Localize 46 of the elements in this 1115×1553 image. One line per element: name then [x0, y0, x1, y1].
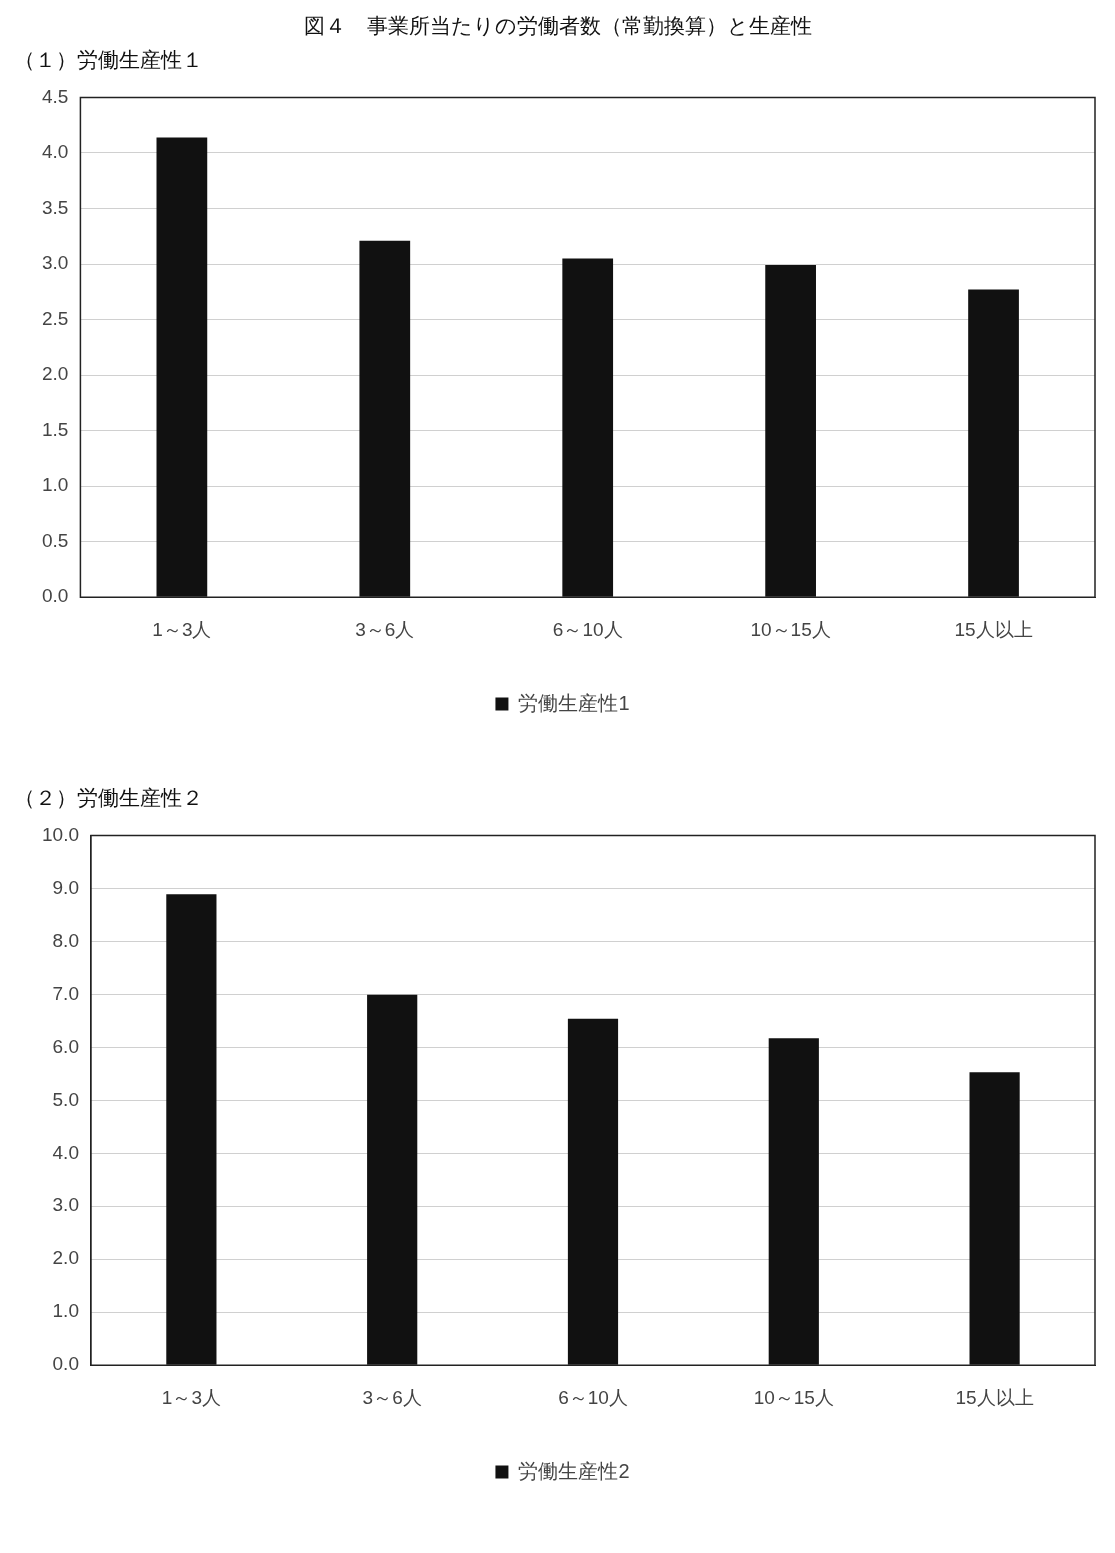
bar	[567, 1018, 619, 1365]
bar	[768, 1038, 819, 1365]
y-tick-label: 3.0	[52, 1194, 79, 1216]
chart-title: （２）労働生産性２	[14, 785, 204, 812]
legend-label: 労働生産性2	[518, 1459, 630, 1482]
y-tick-label: 0.5	[41, 529, 69, 551]
x-tick-label: 6～10人	[552, 618, 623, 640]
bar	[562, 258, 614, 597]
x-tick-label: 10～15人	[750, 618, 831, 640]
y-tick-label: 2.0	[41, 363, 69, 385]
y-tick-label: 0.0	[41, 585, 69, 607]
y-tick-label: 1.0	[41, 474, 69, 496]
y-tick-label: 2.0	[52, 1247, 79, 1269]
y-tick-label: 8.0	[52, 929, 79, 951]
bar	[166, 894, 217, 1365]
y-tick-label: 4.0	[41, 141, 69, 163]
bar	[968, 289, 1019, 597]
y-tick-label: 4.0	[52, 1141, 79, 1163]
x-tick-label: 3～6人	[362, 1386, 422, 1408]
y-tick-label: 6.0	[52, 1035, 79, 1057]
x-tick-label: 15人以上	[955, 1386, 1034, 1408]
y-tick-label: 1.0	[52, 1300, 79, 1322]
bar	[367, 994, 418, 1365]
y-tick-label: 0.0	[52, 1353, 79, 1375]
bar	[156, 137, 208, 597]
bar	[765, 265, 816, 597]
y-tick-label: 2.5	[41, 307, 69, 329]
legend-label: 労働生産性1	[518, 691, 630, 714]
x-tick-label: 1～3人	[161, 1386, 221, 1408]
y-tick-label: 9.0	[52, 876, 79, 898]
y-tick-label: 4.5	[41, 85, 69, 107]
y-tick-label: 7.0	[52, 982, 79, 1004]
x-tick-label: 15人以上	[954, 618, 1033, 640]
x-tick-label: 1～3人	[152, 618, 212, 640]
y-tick-label: 3.0	[41, 252, 69, 274]
x-tick-label: 10～15人	[753, 1386, 834, 1408]
y-tick-label: 3.5	[41, 196, 69, 218]
y-tick-label: 10.0	[42, 823, 79, 845]
y-tick-label: 1.5	[41, 418, 69, 440]
bar	[359, 240, 411, 597]
x-tick-label: 3～6人	[355, 618, 415, 640]
x-tick-label: 6～10人	[558, 1386, 628, 1408]
bar	[969, 1072, 1020, 1365]
chart-subtitle: （１）労働生産性１	[14, 47, 204, 74]
y-tick-label: 5.0	[52, 1088, 79, 1110]
chart-title: 図４ 事業所当たりの労働者数（常勤換算）と生産性	[302, 13, 813, 40]
